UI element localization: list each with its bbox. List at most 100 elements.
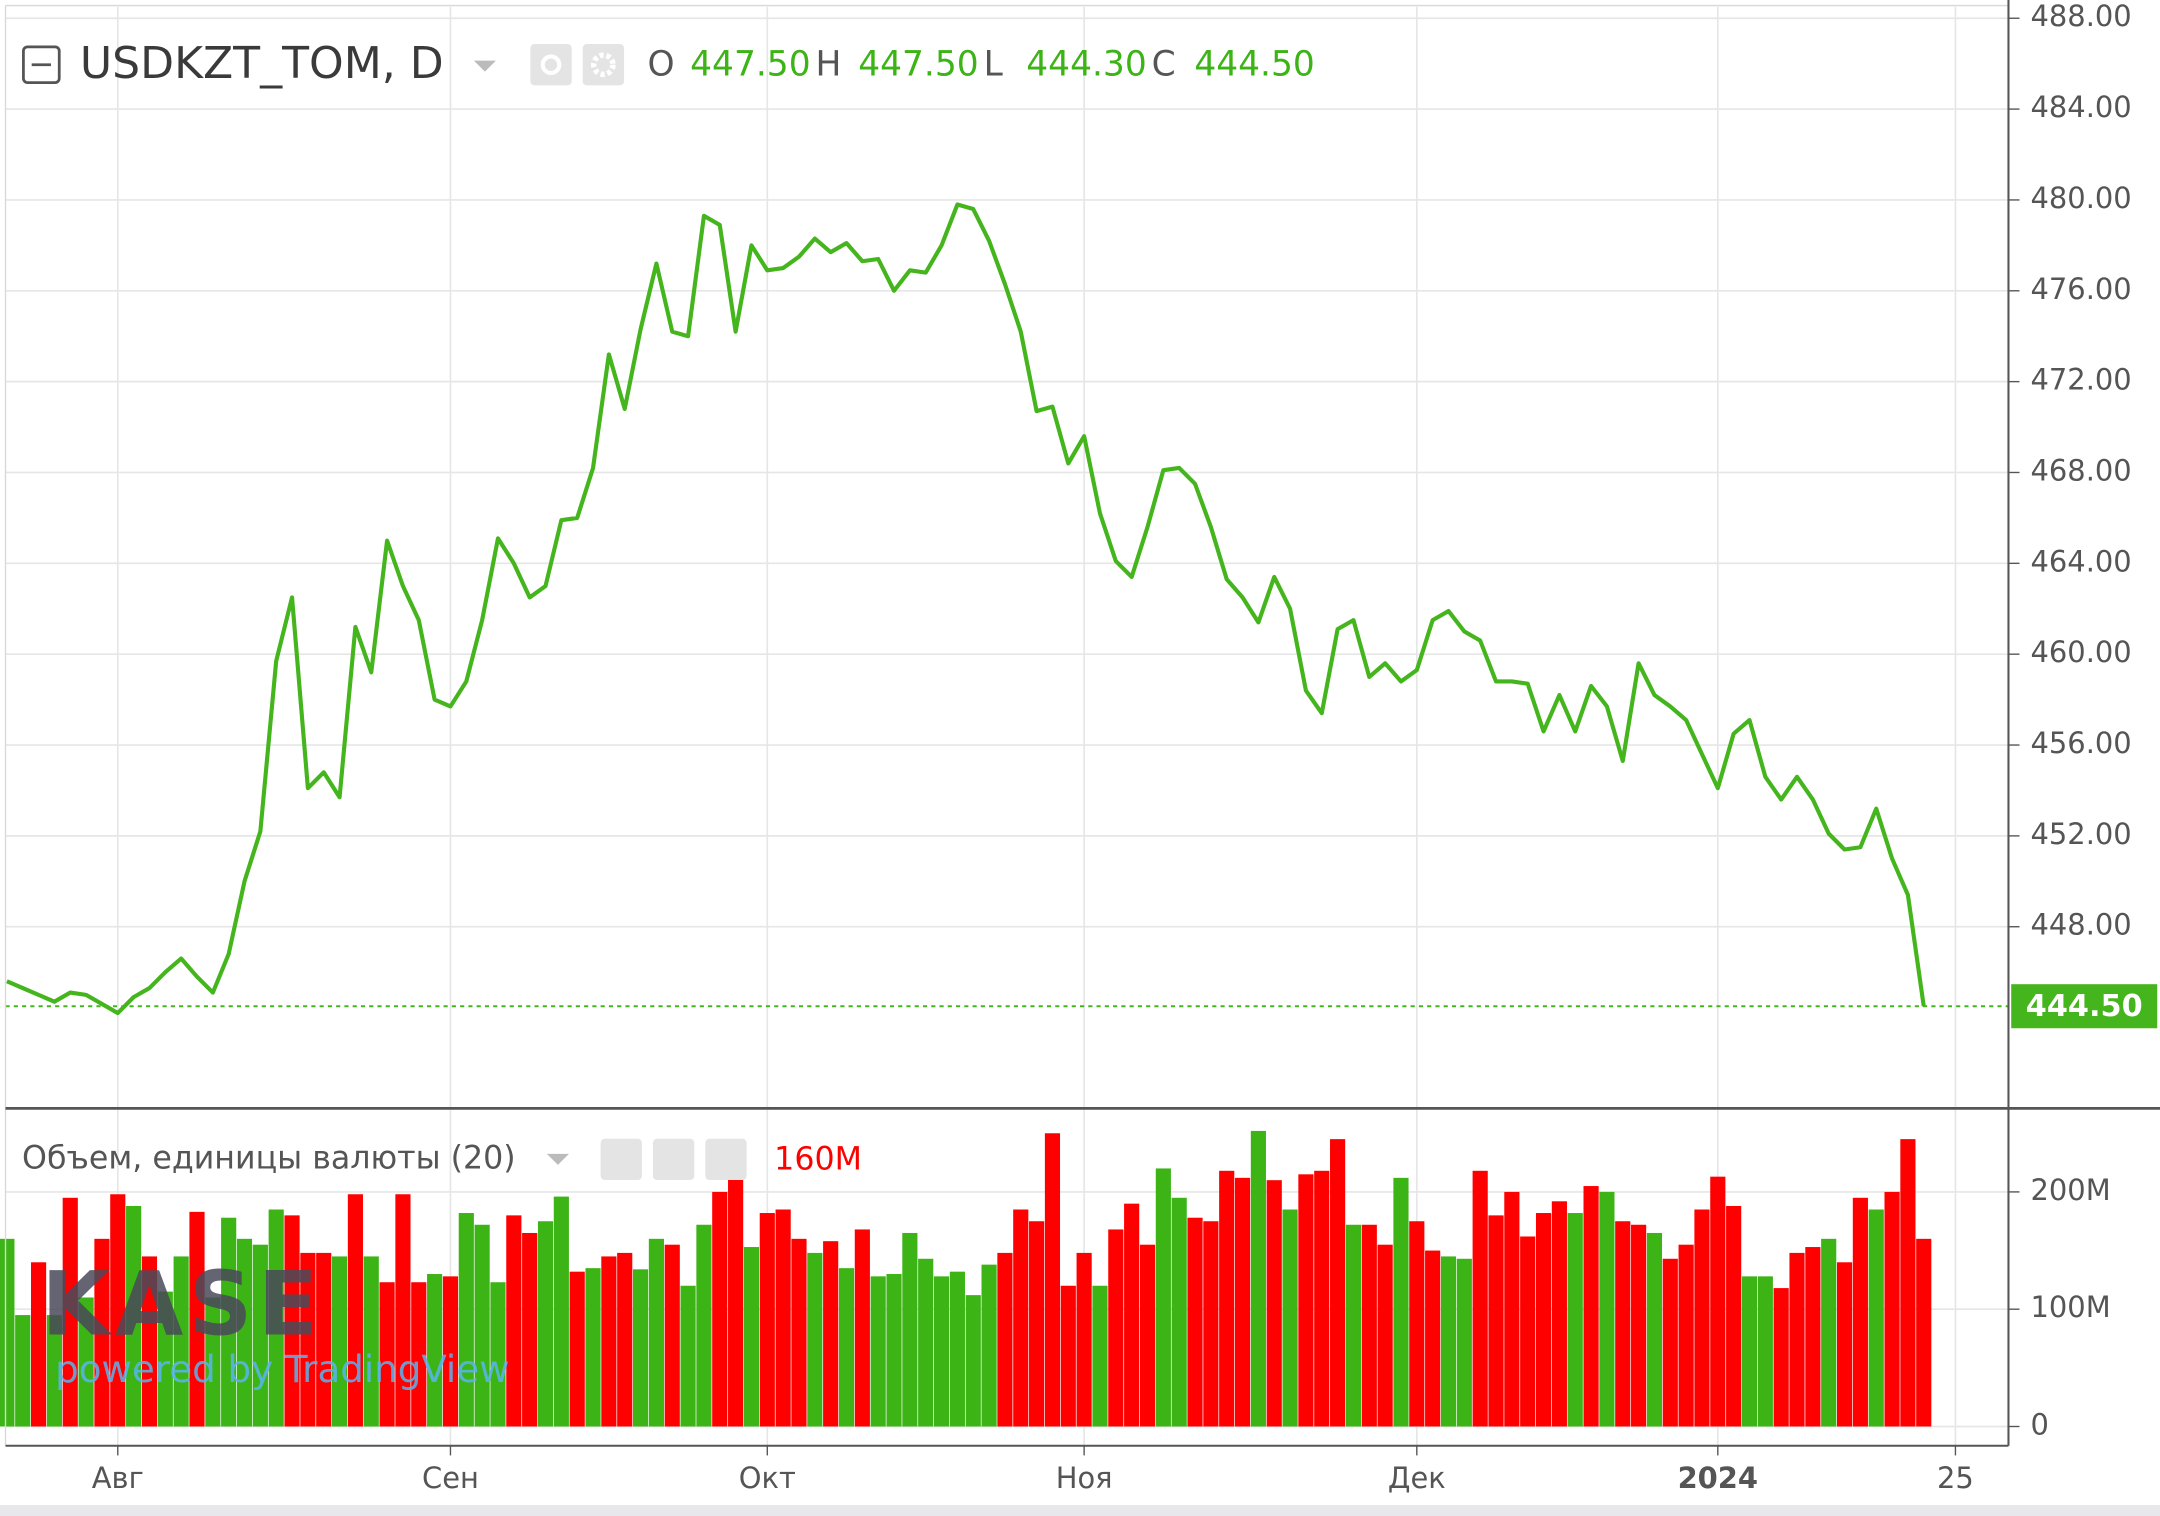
last-price-label: 444.50: [2026, 989, 2143, 1024]
watermark: KASE powered by TradingView: [41, 1253, 509, 1391]
volume-bar: [1567, 1213, 1583, 1427]
eye-icon: [540, 54, 562, 76]
symbol-dropdown[interactable]: [473, 60, 496, 72]
volume-bar: [1234, 1177, 1251, 1427]
volume-bar: [1266, 1180, 1282, 1427]
volume-bar: [1425, 1250, 1441, 1427]
price-layer: [5, 202, 2009, 1016]
visibility-button[interactable]: [530, 44, 572, 86]
volume-bar: [1520, 1236, 1536, 1427]
ohlc-value: 447.50: [690, 45, 810, 85]
last-price-marker: [2011, 984, 2158, 1029]
volume-bar: [1916, 1238, 1932, 1427]
x-tick-label: Окт: [739, 1461, 796, 1495]
header: USDKZT_TOM, D: [22, 38, 625, 89]
ohlc-value: 447.50: [858, 45, 978, 85]
volume-settings-button[interactable]: [652, 1138, 695, 1181]
volume-visibility-button[interactable]: [600, 1138, 642, 1181]
volume-bar: [1726, 1205, 1742, 1427]
volume-bar: [395, 1194, 411, 1427]
volume-bar: [110, 1194, 126, 1427]
x-tick-label: Ноя: [1056, 1461, 1113, 1495]
volume-bar: [1314, 1170, 1330, 1427]
volume-bar: [522, 1232, 538, 1427]
volume-bar: [632, 1269, 649, 1427]
volume-bar: [490, 1282, 506, 1427]
volume-bar: [854, 1229, 870, 1427]
volume-bar: [1868, 1209, 1884, 1427]
volume-bar: [1710, 1176, 1726, 1427]
volume-bar: [1298, 1174, 1314, 1427]
x-tick-label: 2024: [1678, 1461, 1758, 1495]
volume-bar: [15, 1315, 31, 1427]
ohlc-key: O: [647, 45, 674, 85]
volume-bar: [1330, 1139, 1346, 1427]
volume-bar: [1393, 1177, 1409, 1427]
ohlc-value: 444.30: [1026, 45, 1146, 85]
volume-bar: [759, 1213, 775, 1427]
volume-bar: [347, 1194, 363, 1427]
volume-bar: [379, 1282, 395, 1427]
volume-bar: [1108, 1229, 1124, 1427]
volume-bar: [1631, 1224, 1647, 1427]
volume-title: Объем, единицы валюты (20): [22, 1140, 516, 1176]
volume-layer: [0, 1130, 1932, 1427]
volume-bar: [1456, 1258, 1472, 1427]
volume-bar: [1741, 1276, 1758, 1427]
volume-bar: [141, 1256, 158, 1427]
volume-bar: [1044, 1133, 1061, 1427]
volume-bar: [0, 1238, 15, 1427]
y-tick-label: 476.00: [2031, 272, 2132, 306]
y-tick-label: 456.00: [2031, 726, 2132, 760]
volume-bar: [918, 1258, 934, 1427]
volume-bar: [205, 1297, 221, 1427]
volume-bar: [1615, 1221, 1631, 1427]
x-tick-label: 25: [1937, 1461, 1974, 1495]
volume-bar: [997, 1252, 1013, 1427]
settings-button[interactable]: [582, 44, 625, 86]
volume-bar: [126, 1205, 142, 1427]
volume-remove-button[interactable]: [705, 1138, 747, 1181]
volume-bar: [1504, 1191, 1520, 1427]
volume-bar: [902, 1232, 918, 1427]
volume-bar: [1361, 1224, 1377, 1427]
volume-bar: [1092, 1285, 1108, 1427]
ohlc-key: L: [984, 45, 1003, 85]
volume-bar: [1472, 1170, 1488, 1427]
volume-bar: [1646, 1232, 1663, 1427]
volume-bar: [1409, 1221, 1425, 1427]
volume-bar: [1060, 1285, 1076, 1427]
volume-dropdown[interactable]: [546, 1153, 569, 1165]
volume-bar: [189, 1211, 205, 1427]
ohlc-legend: O 447.50 H 447.50 L 444.30 C 444.50: [647, 45, 1314, 85]
volume-bar: [1171, 1197, 1187, 1427]
volume-bar: [1599, 1191, 1615, 1427]
volume-bar: [569, 1271, 585, 1427]
volume-bar: [1219, 1170, 1235, 1427]
volume-bar: [458, 1213, 474, 1427]
volume-bar: [474, 1224, 490, 1427]
volume-bar: [30, 1262, 47, 1427]
volume-bar: [427, 1274, 443, 1427]
volume-bar: [696, 1224, 712, 1427]
volume-bar: [791, 1238, 807, 1427]
volume-bar: [1900, 1139, 1916, 1427]
volume-bar: [585, 1268, 601, 1427]
y-tick-label: 472.00: [2031, 363, 2132, 397]
volume-bar: [1187, 1217, 1203, 1427]
y-tick-label: 460.00: [2031, 635, 2132, 669]
volume-bar: [46, 1315, 62, 1427]
volume-bar: [442, 1276, 459, 1427]
volume-bar: [1377, 1244, 1393, 1427]
volume-bar: [157, 1291, 173, 1427]
y-tick-label: 468.00: [2031, 453, 2132, 487]
volume-bar: [284, 1215, 300, 1427]
y-tick-label: 452.00: [2031, 817, 2132, 851]
y-tick-label: 100M: [2031, 1290, 2111, 1324]
volume-bar: [62, 1197, 78, 1427]
gear-icon: [590, 52, 616, 78]
ohlc-key: C: [1152, 45, 1176, 85]
volume-legend: Объем, единицы валюты (20): [22, 1138, 747, 1181]
